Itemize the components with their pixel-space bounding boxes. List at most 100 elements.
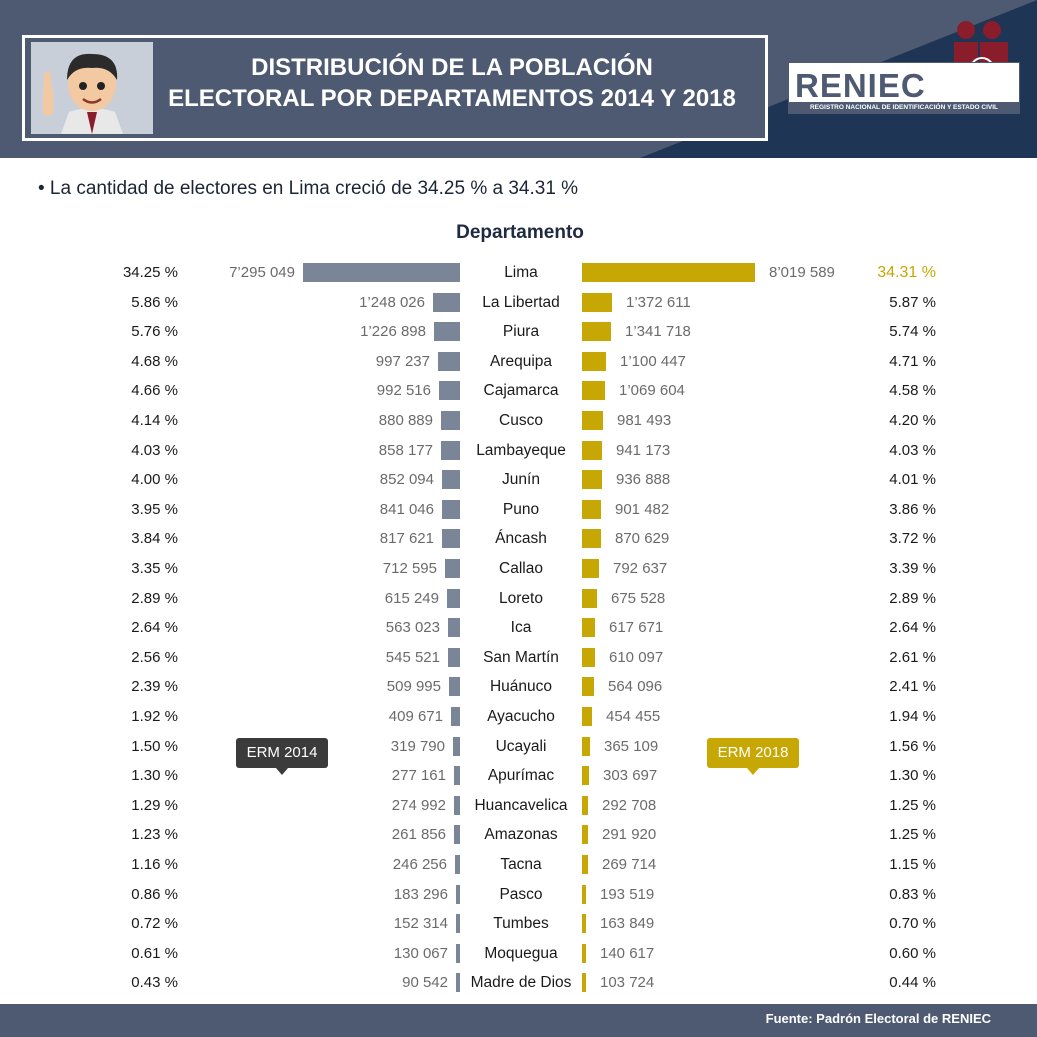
department-label: Loreto [499, 590, 543, 607]
cartoon-avatar-icon [31, 42, 153, 134]
bar-2014 [447, 589, 460, 608]
percent-2014: 0.86 % [131, 886, 178, 903]
value-label-2018: 269 714 [602, 856, 657, 873]
percent-2014: 2.56 % [131, 649, 178, 666]
bar-2014 [441, 441, 460, 460]
percent-2018: 2.61 % [889, 649, 936, 666]
percent-2018: 1.30 % [889, 767, 936, 784]
percent-2018: 4.58 % [889, 382, 936, 399]
bar-2014 [453, 737, 460, 756]
bar-2014 [456, 973, 460, 992]
value-label-2014: 852 094 [379, 471, 434, 488]
bar-2018 [582, 973, 586, 992]
chart-title: Departamento [456, 222, 584, 243]
chart-row: 0.86 % 183 296 Pasco 193 519 0.83 % [0, 880, 1037, 909]
value-label-2018: 792 637 [613, 560, 668, 577]
department-label: San Martín [483, 649, 559, 666]
department-label: Lambayeque [476, 442, 566, 459]
bar-2014 [445, 559, 460, 578]
chart-row: 1.30 % 277 161 Apurímac 303 697 1.30 % [0, 761, 1037, 790]
value-label-2014: 858 177 [378, 442, 433, 459]
percent-2018: 4.20 % [889, 412, 936, 429]
bar-2014 [438, 352, 460, 371]
percent-2018: 3.86 % [889, 501, 936, 518]
department-label: Ica [510, 619, 532, 636]
percent-2018: 4.01 % [889, 471, 936, 488]
value-label-2014: 1’248 026 [359, 294, 425, 311]
percent-2014: 5.86 % [131, 294, 178, 311]
bar-2014 [449, 677, 460, 696]
title-line-2: ELECTORAL POR DEPARTAMENTOS 2014 Y 2018 [168, 85, 736, 112]
bar-2018 [582, 885, 586, 904]
chart-row: 2.39 % 509 995 Huánuco 564 096 2.41 % [0, 672, 1037, 701]
percent-2014: 3.95 % [131, 501, 178, 518]
department-label: Pasco [499, 886, 543, 903]
logo-name: RENIEC [795, 67, 926, 104]
bar-2018 [582, 441, 602, 460]
percent-2014: 1.30 % [131, 767, 178, 784]
bar-2014 [303, 263, 460, 282]
value-label-2018: 564 096 [608, 678, 663, 695]
value-label-2018: 981 493 [617, 412, 672, 429]
value-label-2018: 1’100 447 [620, 353, 686, 370]
percent-2018: 0.83 % [889, 886, 936, 903]
percent-2014: 0.72 % [131, 915, 178, 932]
value-label-2014: 409 671 [388, 708, 443, 725]
chart-row: 1.50 % 319 790 Ucayali 365 109 1.56 % [0, 732, 1037, 761]
department-label: Huánuco [489, 678, 553, 695]
percent-2014: 4.14 % [131, 412, 178, 429]
bar-2014 [454, 796, 460, 815]
bar-2014 [434, 322, 460, 341]
value-label-2014: 712 595 [382, 560, 437, 577]
chart-row: 4.68 % 997 237 Arequipa 1’100 447 4.71 % [0, 347, 1037, 376]
department-label: Apurímac [487, 767, 555, 784]
value-label-2014: 261 856 [391, 826, 446, 843]
chart-row: 4.03 % 858 177 Lambayeque 941 173 4.03 % [0, 436, 1037, 465]
chart-row: 5.86 % 1’248 026 La Libertad 1’372 611 5.87 … [0, 288, 1037, 317]
value-label-2018: 103 724 [600, 974, 655, 991]
value-label-2018: 163 849 [600, 915, 655, 932]
chart-row: 0.72 % 152 314 Tumbes 163 849 0.70 % [0, 909, 1037, 938]
percent-2014: 1.29 % [131, 797, 178, 814]
title-line-1: DISTRIBUCIÓN DE LA POBLACIÓN [251, 54, 653, 81]
value-label-2018: 1’341 718 [625, 323, 691, 340]
chart-row: 2.64 % 563 023 Ica 617 671 2.64 % [0, 613, 1037, 642]
percent-2014: 2.89 % [131, 590, 178, 607]
value-label-2018: 870 629 [615, 530, 670, 547]
value-label-2014: 130 067 [393, 945, 448, 962]
bar-2014 [439, 381, 460, 400]
value-label-2014: 509 995 [386, 678, 441, 695]
chart-row: 0.43 % 90 542 Madre de Dios 103 724 0.44 % [0, 968, 1037, 997]
chart-row: 2.56 % 545 521 San Martín 610 097 2.61 % [0, 643, 1037, 672]
value-label-2014: 1’226 898 [360, 323, 426, 340]
bar-2014 [448, 648, 460, 667]
bar-2018 [582, 263, 755, 282]
percent-2018: 2.64 % [889, 619, 936, 636]
percent-2014: 1.16 % [131, 856, 178, 873]
source-note: Fuente: Padrón Electoral de RENIEC [765, 1011, 991, 1026]
value-label-2018: 617 671 [609, 619, 664, 636]
bar-2014 [442, 500, 460, 519]
percent-2018: 0.44 % [889, 974, 936, 991]
percent-2014: 4.66 % [131, 382, 178, 399]
value-label-2018: 140 617 [600, 945, 655, 962]
value-label-2014: 841 046 [379, 501, 434, 518]
percent-2014: 34.25 % [122, 264, 178, 281]
bar-2018 [582, 944, 586, 963]
bar-2018 [582, 618, 595, 637]
chart-row: 1.29 % 274 992 Huancavelica 292 708 1.25 % [0, 791, 1037, 820]
chart-row: 5.76 % 1’226 898 Piura 1’341 718 5.74 % [0, 317, 1037, 346]
value-label-2018: 1’372 611 [626, 294, 691, 311]
department-label: Tacna [500, 856, 542, 873]
department-label: Lima [504, 264, 538, 281]
percent-2018: 2.41 % [889, 678, 936, 695]
percent-2018: 0.70 % [889, 915, 936, 932]
value-label-2014: 992 516 [376, 382, 431, 399]
percent-2018: 1.25 % [889, 797, 936, 814]
department-label: Puno [502, 501, 540, 518]
percent-2018: 4.71 % [889, 353, 936, 370]
department-label: Cajamarca [483, 382, 559, 399]
bar-2018 [582, 381, 605, 400]
percent-2018: 2.89 % [889, 590, 936, 607]
value-label-2018: 291 920 [602, 826, 657, 843]
